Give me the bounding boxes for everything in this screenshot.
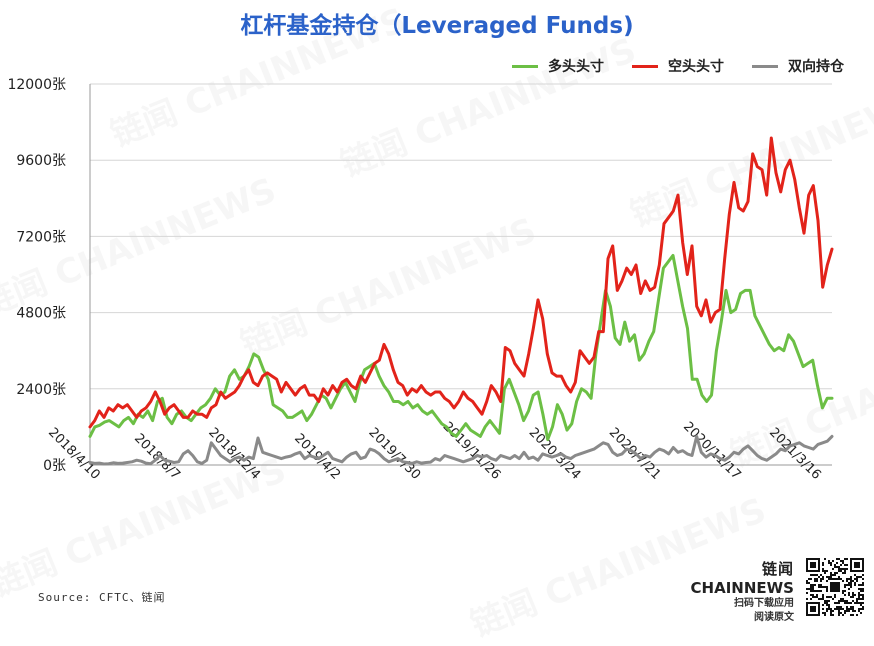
legend-item-long: 多头头寸 [512, 56, 604, 76]
legend: 多头头寸 空头头寸 双向持仓 [512, 56, 844, 76]
brand-block: 链闻 CHAINNEWS 扫码下载应用 阅读原文 [664, 558, 794, 625]
qr-code-icon[interactable] [806, 558, 864, 616]
brand-name-en: CHAINNEWS [690, 579, 794, 597]
y-tick-label: 2400张 [16, 382, 66, 398]
brand-name-cn: 链闻 [761, 560, 794, 578]
legend-label-short: 空头头寸 [668, 59, 724, 75]
series-line-1 [88, 136, 834, 429]
y-tick-label: 12000张 [7, 77, 66, 93]
x-tick-label: 2020/3/24 [526, 425, 584, 483]
legend-swatch-short [632, 64, 658, 68]
series-line-0 [88, 253, 834, 442]
series-line-2 [88, 434, 834, 466]
y-axis-ticks: 0张 2400张 4800张 7200张 9600张 12000张 [7, 77, 66, 474]
legend-label-long: 多头头寸 [548, 59, 604, 75]
brand-logo: 链闻 CHAINNEWS [664, 558, 794, 597]
legend-swatch-long [512, 64, 538, 68]
chart-title: 杠杆基金持仓（Leveraged Funds) [240, 13, 634, 39]
legend-label-spread: 双向持仓 [788, 59, 844, 75]
legend-item-short: 空头头寸 [632, 56, 724, 76]
legend-swatch-spread [752, 64, 778, 68]
legend-item-spread: 双向持仓 [752, 56, 844, 76]
y-tick-label: 9600张 [16, 153, 66, 169]
source-note: Source: CFTC、链闻 [38, 591, 166, 604]
y-tick-label: 4800张 [16, 306, 66, 322]
y-tick-label: 0张 [43, 458, 66, 474]
brand-line1: 扫码下载应用 [734, 598, 794, 609]
brand-line2: 阅读原文 [754, 612, 794, 623]
y-tick-label: 7200张 [16, 229, 66, 245]
x-tick-label: 2019/7/30 [365, 425, 423, 483]
series-lines [88, 136, 834, 466]
x-axis-ticks: 2018/4/10 2018/8/7 2018/12/4 2019/4/2 2019/7… [45, 419, 824, 483]
x-tick-label: 2018/4/10 [45, 425, 103, 483]
